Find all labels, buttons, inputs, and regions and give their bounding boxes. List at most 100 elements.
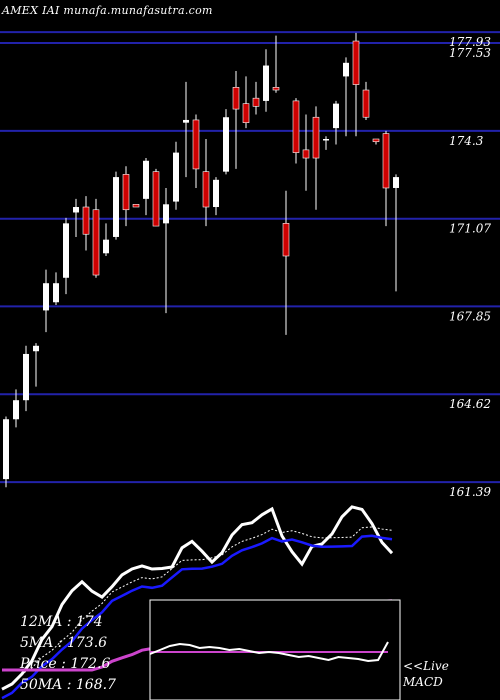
candle-body: [33, 345, 39, 352]
ma-12-line: [1, 534, 393, 700]
candle: [372, 138, 380, 145]
candle-body: [362, 89, 370, 118]
macd-legend-live: <<Live: [403, 659, 449, 673]
candle: [132, 204, 140, 208]
candle: [202, 139, 210, 227]
candle: [232, 70, 240, 169]
ma-5-line: [1, 505, 394, 691]
candle-body: [242, 103, 250, 123]
ma5-legend: 5MA : 173.6: [20, 635, 108, 651]
candle: [82, 196, 90, 251]
candle-body: [272, 87, 280, 91]
price-level-label: 174.3: [449, 134, 484, 148]
candle: [362, 81, 370, 120]
candle-body: [73, 207, 79, 213]
candle-body: [82, 206, 90, 235]
candle-body: [183, 119, 189, 123]
macd-line: [149, 641, 389, 663]
candle: [343, 57, 349, 137]
candle-body: [323, 139, 329, 141]
candle: [192, 114, 200, 188]
macd-frame: [149, 599, 401, 700]
candle: [333, 100, 339, 145]
candle: [43, 269, 49, 333]
candle-body: [63, 223, 69, 278]
candle: [173, 141, 179, 210]
macd-panel: [149, 599, 401, 700]
price-grid: [0, 31, 500, 484]
candles: [3, 32, 399, 488]
candle-body: [232, 87, 240, 110]
candle-body: [393, 177, 399, 188]
candle-body: [282, 223, 290, 257]
price-legend: Price : 172.6: [20, 656, 111, 672]
candle-body: [202, 171, 210, 208]
candle: [23, 345, 29, 412]
candle-body: [43, 283, 49, 311]
candle: [3, 416, 9, 488]
candle: [33, 343, 39, 387]
price-level-label: 177.93: [449, 35, 491, 49]
candle: [292, 98, 300, 164]
candle-body: [213, 179, 219, 208]
candle-body: [292, 100, 300, 153]
candle-body: [13, 400, 19, 420]
macd-legend-label: MACD: [403, 675, 443, 689]
candle-body: [103, 239, 109, 254]
candle-body: [372, 138, 380, 143]
candle: [63, 217, 69, 295]
candle-body: [53, 283, 59, 303]
candle: [213, 177, 219, 216]
candle: [282, 190, 290, 335]
candle: [183, 81, 189, 178]
candle-body: [132, 204, 140, 208]
price-level-label: 177.53: [449, 46, 491, 60]
candle: [393, 174, 399, 292]
candle-body: [302, 149, 310, 159]
candle-body: [163, 204, 169, 224]
candle-body: [352, 40, 360, 85]
candle-body: [173, 152, 179, 202]
candle-body: [223, 117, 229, 172]
price-level-label: 167.85: [449, 309, 491, 323]
candle-body: [92, 209, 100, 276]
candle: [252, 81, 260, 115]
candle: [13, 389, 19, 428]
ma12-legend: 12MA : 174: [20, 614, 103, 630]
candle-body: [343, 62, 349, 77]
candle: [302, 114, 310, 191]
candle: [53, 272, 59, 305]
price-level-label: 161.39: [449, 485, 491, 499]
candle: [312, 106, 320, 210]
chart-header: AMEX IAI munafa.munafasutra.com: [2, 4, 213, 17]
candle-body: [263, 65, 269, 101]
candle: [323, 136, 329, 150]
candle: [152, 168, 160, 227]
candle: [113, 171, 119, 240]
candle-body: [312, 116, 320, 159]
macd-legend: <<Live MACD: [403, 658, 449, 690]
candle: [382, 130, 390, 227]
ma50-legend: 50MA : 168.7: [20, 677, 116, 693]
candle: [92, 198, 100, 278]
candle-body: [3, 419, 9, 480]
candle-body: [113, 177, 119, 237]
candle-body: [122, 174, 130, 211]
price-level-label: 171.07: [449, 222, 491, 236]
candle-body: [333, 103, 339, 129]
candle: [103, 223, 109, 256]
candle: [242, 76, 250, 129]
candle-body: [252, 97, 260, 107]
ma-12-dotted-line: [1, 526, 393, 690]
candle: [272, 35, 280, 93]
candle-body: [192, 119, 200, 170]
candle: [122, 166, 130, 227]
candle-body: [152, 171, 160, 227]
candle: [263, 49, 269, 112]
candle: [73, 198, 79, 237]
price-level-label: 164.62: [449, 397, 491, 411]
candle-body: [143, 160, 149, 199]
